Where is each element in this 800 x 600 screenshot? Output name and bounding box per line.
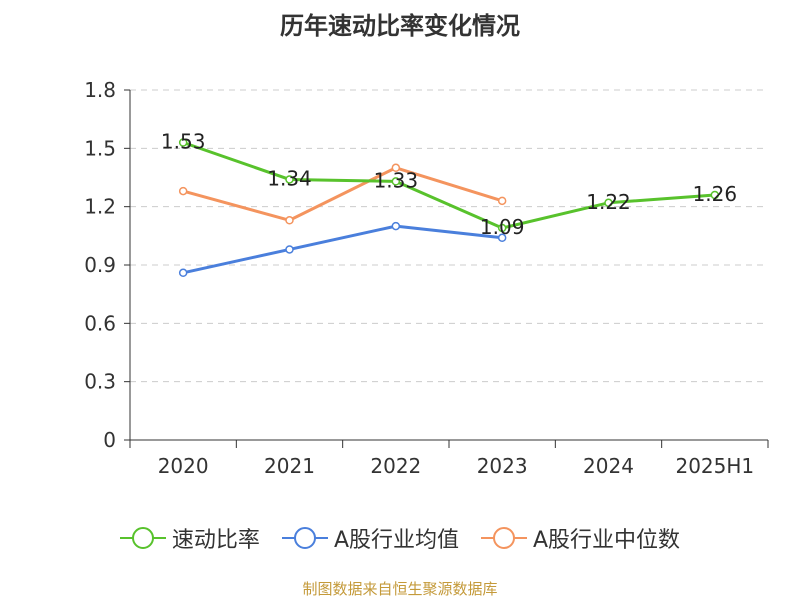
series-line (182, 166, 503, 222)
y-tick-label: 0 (103, 428, 116, 452)
data-point (604, 198, 613, 208)
data-label: 1.26 (693, 182, 738, 206)
data-point (285, 245, 294, 254)
legend-label: A股行业中位数 (533, 528, 681, 553)
legend-label: 速动比率 (171, 528, 260, 553)
series-line (182, 141, 715, 230)
y-tick-label: 0.3 (84, 370, 116, 394)
legend-item-industry-mean[interactable]: A股行业均值 (281, 522, 459, 554)
x-tick-label: 2024 (583, 454, 634, 478)
axes: 0 0.3 0.6 0.9 1.2 1.5 1.8 2020 2021 2022 2023 2024 2… (84, 78, 769, 478)
y-tick-label: 0.9 (84, 253, 116, 277)
series-line (182, 224, 503, 275)
data-label: 1.22 (586, 190, 631, 214)
y-tick-label: 1.8 (84, 78, 116, 102)
data-point (497, 223, 507, 233)
legend-label: A股行业均值 (333, 528, 459, 553)
legend-swatch-icon (481, 527, 527, 549)
legend-item-industry-median[interactable]: A股行业中位数 (481, 522, 680, 554)
data-label: 1.33 (374, 168, 419, 192)
data-point (497, 196, 507, 206)
x-tick-label: 2021 (264, 454, 315, 478)
x-tick-label: 2020 (158, 454, 209, 478)
data-label: 1.53 (161, 130, 206, 154)
data-point (391, 163, 401, 173)
data-label: 1.09 (480, 215, 525, 239)
data-point (178, 268, 188, 278)
data-point (391, 177, 401, 186)
chart-title: 历年速动比率变化情况 (280, 12, 520, 40)
y-tick-label: 1.2 (84, 195, 116, 219)
x-tick-label: 2025H1 (675, 454, 754, 478)
data-source-note: 制图数据来自恒生聚源数据库 (302, 580, 498, 598)
data-point (178, 186, 188, 196)
grid-lines (130, 89, 768, 383)
data-label: 1.34 (267, 166, 312, 190)
x-tick-label: 2022 (370, 454, 421, 478)
legend-item-quick-ratio[interactable]: 速动比率 (119, 522, 260, 554)
legend: 速动比率 A股行业均值 A股行业中位数 (0, 518, 800, 558)
data-point (391, 221, 401, 231)
legend-swatch-icon (119, 527, 166, 549)
series-lines (178, 138, 720, 278)
y-tick-label: 1.5 (84, 136, 116, 160)
legend-swatch-icon (281, 527, 328, 549)
data-point (710, 190, 720, 200)
x-tick-label: 2023 (477, 454, 528, 478)
data-point (285, 175, 294, 184)
data-point (178, 138, 188, 147)
data-point (497, 233, 507, 243)
y-tick-label: 0.6 (84, 311, 116, 335)
data-labels: 1.53 1.34 1.33 1.09 1.22 1.26 (161, 130, 737, 240)
data-point (285, 216, 294, 225)
